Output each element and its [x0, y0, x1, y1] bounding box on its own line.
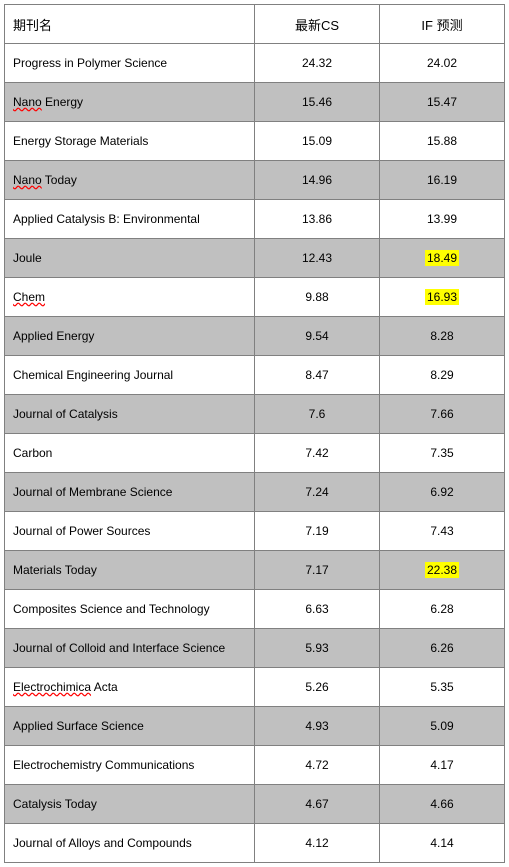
underlined-word: Electrochimica: [13, 680, 91, 694]
table-row: Journal of Membrane Science7.246.92: [5, 473, 505, 512]
journal-name-cell: Catalysis Today: [5, 785, 255, 824]
cs-value-cell: 7.17: [255, 551, 380, 590]
cs-value-cell: 6.63: [255, 590, 380, 629]
table-row: Carbon7.427.35: [5, 434, 505, 473]
journal-name-cell: Applied Catalysis B: Environmental: [5, 200, 255, 239]
cs-value-cell: 4.93: [255, 707, 380, 746]
journal-name-cell: Carbon: [5, 434, 255, 473]
if-value-cell: 16.93: [380, 278, 505, 317]
table-row: Applied Catalysis B: Environmental13.861…: [5, 200, 505, 239]
table-row: Electrochimica Acta5.265.35: [5, 668, 505, 707]
if-value-cell: 8.29: [380, 356, 505, 395]
table-row: Progress in Polymer Science24.3224.02: [5, 44, 505, 83]
if-value-cell: 4.17: [380, 746, 505, 785]
table-row: Journal of Alloys and Compounds4.124.14: [5, 824, 505, 863]
if-value-cell: 15.47: [380, 83, 505, 122]
journal-name-cell: Materials Today: [5, 551, 255, 590]
table-body: Progress in Polymer Science24.3224.02Nan…: [5, 44, 505, 863]
table-row: Applied Surface Science4.935.09: [5, 707, 505, 746]
table-header-row: 期刊名 最新CS IF 预测: [5, 5, 505, 44]
journal-name-cell: Chem: [5, 278, 255, 317]
journal-name-cell: Progress in Polymer Science: [5, 44, 255, 83]
table-row: Journal of Catalysis7.67.66: [5, 395, 505, 434]
journal-name-cell: Journal of Colloid and Interface Science: [5, 629, 255, 668]
table-row: Applied Energy9.548.28: [5, 317, 505, 356]
cs-value-cell: 12.43: [255, 239, 380, 278]
cs-value-cell: 4.67: [255, 785, 380, 824]
table-row: Materials Today7.17 22.38: [5, 551, 505, 590]
header-journal-name: 期刊名: [5, 5, 255, 44]
if-value-cell: 6.28: [380, 590, 505, 629]
journal-name-cell: Chemical Engineering Journal: [5, 356, 255, 395]
if-value-cell: 7.43: [380, 512, 505, 551]
journal-name-cell: Applied Energy: [5, 317, 255, 356]
table-row: Nano Energy15.4615.47: [5, 83, 505, 122]
journal-name-cell: Electrochemistry Communications: [5, 746, 255, 785]
table-row: Joule12.43 18.49: [5, 239, 505, 278]
journal-name-cell: Joule: [5, 239, 255, 278]
cs-value-cell: 5.93: [255, 629, 380, 668]
if-value-cell: 24.02: [380, 44, 505, 83]
underlined-word: Nano: [13, 95, 42, 109]
table-row: Catalysis Today4.674.66: [5, 785, 505, 824]
table-row: Electrochemistry Communications4.724.17: [5, 746, 505, 785]
if-value-cell: 5.09: [380, 707, 505, 746]
if-value-cell: 6.26: [380, 629, 505, 668]
table-row: Nano Today14.9616.19: [5, 161, 505, 200]
table-row: Chemical Engineering Journal8.478.29: [5, 356, 505, 395]
journal-name-cell: Nano Energy: [5, 83, 255, 122]
journal-name-cell: Applied Surface Science: [5, 707, 255, 746]
cs-value-cell: 14.96: [255, 161, 380, 200]
cs-value-cell: 15.09: [255, 122, 380, 161]
cs-value-cell: 4.12: [255, 824, 380, 863]
if-value-cell: 22.38: [380, 551, 505, 590]
cs-value-cell: 7.19: [255, 512, 380, 551]
journal-name-cell: Composites Science and Technology: [5, 590, 255, 629]
journal-name-cell: Electrochimica Acta: [5, 668, 255, 707]
table-row: Composites Science and Technology6.636.2…: [5, 590, 505, 629]
journal-name-cell: Journal of Catalysis: [5, 395, 255, 434]
journal-name-cell: Journal of Membrane Science: [5, 473, 255, 512]
table-row: Journal of Power Sources7.197.43: [5, 512, 505, 551]
cs-value-cell: 24.32: [255, 44, 380, 83]
cs-value-cell: 15.46: [255, 83, 380, 122]
cs-value-cell: 7.24: [255, 473, 380, 512]
highlighted-value: 18.49: [425, 250, 459, 266]
cs-value-cell: 13.86: [255, 200, 380, 239]
cs-value-cell: 4.72: [255, 746, 380, 785]
if-value-cell: 8.28: [380, 317, 505, 356]
cs-value-cell: 9.54: [255, 317, 380, 356]
header-cs: 最新CS: [255, 5, 380, 44]
journal-name-cell: Journal of Power Sources: [5, 512, 255, 551]
if-value-cell: 15.88: [380, 122, 505, 161]
underlined-word: Nano: [13, 173, 42, 187]
highlighted-value: 16.93: [425, 289, 459, 305]
cs-value-cell: 5.26: [255, 668, 380, 707]
underlined-word: Chem: [13, 290, 45, 304]
if-value-cell: 13.99: [380, 200, 505, 239]
journal-name-cell: Energy Storage Materials: [5, 122, 255, 161]
table-row: Journal of Colloid and Interface Science…: [5, 629, 505, 668]
if-value-cell: 7.66: [380, 395, 505, 434]
cs-value-cell: 9.88: [255, 278, 380, 317]
highlighted-value: 22.38: [425, 562, 459, 578]
header-if: IF 预测: [380, 5, 505, 44]
journal-name-cell: Nano Today: [5, 161, 255, 200]
if-value-cell: 5.35: [380, 668, 505, 707]
if-value-cell: 16.19: [380, 161, 505, 200]
table-row: Chem 9.88 16.93: [5, 278, 505, 317]
if-value-cell: 6.92: [380, 473, 505, 512]
cs-value-cell: 8.47: [255, 356, 380, 395]
journal-name-cell: Journal of Alloys and Compounds: [5, 824, 255, 863]
if-value-cell: 7.35: [380, 434, 505, 473]
table-row: Energy Storage Materials15.0915.88: [5, 122, 505, 161]
if-value-cell: 4.66: [380, 785, 505, 824]
journal-table: 期刊名 最新CS IF 预测 Progress in Polymer Scien…: [4, 4, 505, 863]
cs-value-cell: 7.6: [255, 395, 380, 434]
if-value-cell: 4.14: [380, 824, 505, 863]
cs-value-cell: 7.42: [255, 434, 380, 473]
if-value-cell: 18.49: [380, 239, 505, 278]
